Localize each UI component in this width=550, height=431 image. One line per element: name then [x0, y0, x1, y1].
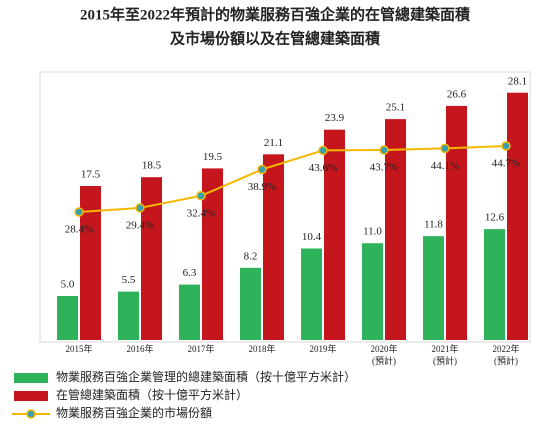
data-label: 23.9 — [325, 112, 345, 124]
chart-title: 2015年至2022年預計的物業服務百強企業的在管總建築面積 — [80, 5, 471, 23]
bar — [362, 243, 383, 340]
data-label: 44.7% — [492, 157, 520, 169]
data-label: 43.6% — [309, 162, 337, 174]
legend-label: 在管總建築面積（按十億平方米計） — [56, 387, 248, 402]
line-marker — [318, 145, 328, 156]
line-marker — [74, 207, 84, 217]
line — [78, 144, 507, 213]
data-label: 19.5 — [203, 151, 223, 163]
bar — [263, 154, 284, 340]
bar — [179, 284, 200, 340]
data-label: 5.0 — [61, 279, 75, 291]
data-label: 21.1 — [264, 137, 283, 149]
line-marker — [440, 143, 450, 154]
bar — [324, 129, 345, 340]
data-label: 18.5 — [142, 160, 162, 172]
bar — [507, 92, 528, 340]
x-tick-label: (預計) — [372, 355, 396, 366]
line-marker — [379, 145, 389, 155]
x-tick-label: 2018年 — [248, 343, 275, 354]
data-label: 32.4% — [187, 207, 215, 219]
line-marker — [501, 141, 511, 151]
legend-swatch — [14, 373, 48, 383]
data-label: 10.4 — [302, 231, 322, 243]
x-tick-label: 2021年 — [431, 343, 458, 354]
data-label: 12.6 — [485, 212, 505, 224]
data-label: 26.6 — [447, 88, 467, 100]
x-tick-label: 2022年 — [492, 343, 519, 354]
bar — [202, 168, 223, 340]
x-tick-label: (預計) — [494, 355, 518, 366]
line-marker — [196, 191, 206, 201]
x-tick-label: 2019年 — [309, 343, 336, 354]
x-tick-label: 2015年 — [65, 343, 92, 354]
x-tick-label: (預計) — [433, 355, 457, 366]
data-label: 17.5 — [81, 169, 101, 181]
legend-swatch — [26, 409, 36, 419]
data-label: 6.3 — [183, 267, 197, 279]
data-label: 28.1 — [508, 75, 527, 87]
bar — [80, 186, 101, 340]
data-label: 11.0 — [363, 226, 382, 238]
data-label: 43.7% — [370, 162, 398, 174]
data-label: 44.1% — [431, 160, 459, 172]
plot-frame — [39, 71, 531, 343]
bar — [301, 248, 322, 340]
data-label: 8.2 — [244, 250, 258, 262]
data-label: 11.8 — [424, 219, 443, 231]
bar — [385, 119, 406, 341]
line-marker — [135, 203, 145, 213]
data-label: 29.4% — [126, 219, 154, 231]
line-marker — [257, 164, 267, 175]
x-tick-label: 2020年 — [370, 343, 397, 354]
legend-label: 物業服務百強企業的市場份額 — [56, 405, 212, 420]
legend-swatch — [14, 391, 48, 401]
x-tick-label: 2017年 — [187, 343, 214, 354]
bar — [446, 105, 467, 340]
chart-title: 及市場份額以及在管總建築面積 — [170, 29, 381, 47]
data-label: 28.4% — [65, 224, 93, 236]
bar — [141, 177, 162, 340]
data-label: 5.5 — [122, 274, 136, 286]
bar — [484, 229, 505, 340]
bar — [240, 267, 261, 340]
data-label: 38.9% — [248, 181, 276, 193]
bar — [423, 236, 444, 340]
x-tick-label: 2016年 — [126, 343, 153, 354]
bar — [57, 296, 78, 340]
legend-label: 物業服務百強企業管理的總建築面積（按十億平方米計） — [56, 369, 356, 384]
bar — [118, 291, 139, 340]
data-label: 25.1 — [386, 102, 405, 114]
